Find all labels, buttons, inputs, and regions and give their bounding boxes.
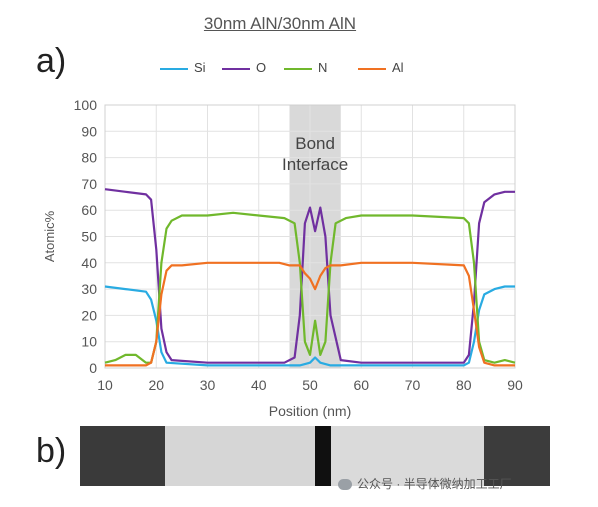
panel-a-label: a) xyxy=(36,42,67,80)
x-tick-label: 10 xyxy=(97,377,113,393)
x-tick-label: 80 xyxy=(456,377,472,393)
bond-interface-label-line2: Interface xyxy=(282,155,348,174)
tem-image-strip xyxy=(80,426,550,486)
tem-band xyxy=(331,426,485,486)
figure-title: 30nm AlN/30nm AlN xyxy=(203,14,357,33)
bond-interface-label-line1: Bond xyxy=(295,134,335,153)
series-line-al xyxy=(105,261,515,367)
x-tick-label: 20 xyxy=(148,377,164,393)
watermark: 公众号 · 半导体微纳加工工厂 xyxy=(338,475,512,492)
legend-label-n: N xyxy=(318,60,328,75)
tem-band xyxy=(315,426,332,486)
tem-band xyxy=(164,426,315,486)
y-tick-label: 60 xyxy=(81,202,97,218)
y-tick-label: 100 xyxy=(74,97,98,113)
y-tick-label: 90 xyxy=(81,123,97,139)
y-axis-label: Atomic% xyxy=(42,210,57,262)
legend-label-o: O xyxy=(256,60,267,75)
y-tick-label: 70 xyxy=(81,176,97,192)
legend-swatch-si xyxy=(160,67,188,70)
x-tick-label: 70 xyxy=(405,377,421,393)
legend-item-o: O xyxy=(222,60,266,75)
panel-b-label: b) xyxy=(36,432,67,470)
series-line-si xyxy=(104,285,515,367)
legend-item-si: Si xyxy=(160,60,206,75)
watermark-text: 公众号 · 半导体微纳加工工厂 xyxy=(357,477,512,491)
y-tick-label: 20 xyxy=(81,307,97,323)
x-tick-label: 30 xyxy=(200,377,216,393)
plot-frame xyxy=(104,104,516,369)
y-tick-label: 0 xyxy=(89,360,97,376)
tem-band xyxy=(80,426,165,486)
x-tick-label: 60 xyxy=(353,377,369,393)
x-tick-label: 40 xyxy=(251,377,267,393)
legend-swatch-o xyxy=(222,67,250,70)
legend-label-si: Si xyxy=(194,60,206,75)
y-tick-label: 10 xyxy=(81,334,97,350)
tem-band xyxy=(484,426,550,486)
y-tick-label: 30 xyxy=(81,281,97,297)
legend-label-al: Al xyxy=(392,60,404,75)
y-tick-label: 50 xyxy=(81,229,97,245)
wechat-icon xyxy=(338,479,352,491)
x-tick-label: 90 xyxy=(507,377,523,393)
legend-item-n: N xyxy=(284,60,327,75)
legend-swatch-al xyxy=(358,67,386,70)
legend-swatch-n xyxy=(284,67,312,70)
x-tick-label: 50 xyxy=(302,377,318,393)
y-tick-label: 40 xyxy=(81,255,97,271)
y-tick-label: 80 xyxy=(81,150,97,166)
x-axis-label: Position (nm) xyxy=(269,403,351,419)
legend-item-al: Al xyxy=(358,60,404,75)
